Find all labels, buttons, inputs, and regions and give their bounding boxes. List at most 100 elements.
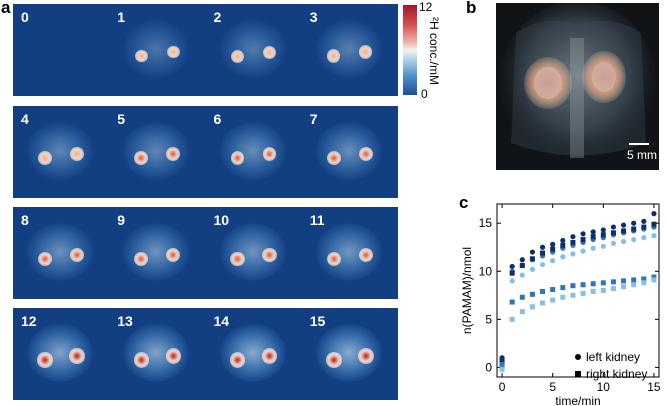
- image-frame: 2: [206, 4, 302, 96]
- data-point-right-kidney: [621, 278, 627, 284]
- data-point-right-kidney: [621, 284, 627, 290]
- data-point-left-kidney: [610, 240, 617, 247]
- frame-number-label: 15: [309, 313, 326, 329]
- right-kidney-spot: [357, 348, 374, 364]
- data-point-left-kidney: [519, 272, 525, 278]
- data-point-right-kidney: [590, 281, 596, 287]
- frame-number-label: 12: [21, 313, 37, 329]
- data-point-left-kidney: [580, 231, 586, 237]
- image-row: 8 9 10 11: [13, 207, 398, 299]
- data-point-right-kidney: [529, 256, 535, 262]
- right-kidney-spot: [358, 247, 373, 263]
- right-kidney-spot: [69, 348, 85, 364]
- image-frame: 3: [302, 4, 398, 96]
- data-point-left-kidney: [620, 238, 627, 245]
- frame-number-label: 1: [117, 9, 126, 25]
- y-tick-label: 10: [479, 264, 493, 278]
- data-point-right-kidney: [519, 294, 525, 300]
- scatter-chart: 0 5 10 15 0 5 10 15 time/min n(PAMAM)/nmol left…: [460, 203, 661, 406]
- frame-number-label: 5: [117, 111, 126, 127]
- scale-bar-label: 5 mm: [627, 148, 657, 162]
- frame-number-label: 7: [309, 111, 318, 127]
- mri-image-graphic: [496, 3, 659, 170]
- data-point-left-kidney: [539, 244, 546, 250]
- image-frame: 11: [302, 207, 398, 299]
- data-point-right-kidney: [519, 263, 525, 269]
- x-tick-label: 0: [499, 380, 506, 394]
- left-kidney-spot: [230, 251, 245, 267]
- data-point-right-kidney: [570, 292, 576, 298]
- left-kidney-spot: [134, 251, 149, 267]
- left-kidney-spot: [133, 352, 149, 368]
- data-point-right-kidney: [631, 277, 637, 283]
- left-kidney-spot: [327, 49, 341, 63]
- data-point-right-kidney: [590, 234, 596, 240]
- data-point-right-kidney: [550, 246, 556, 252]
- image-frame: 10: [206, 207, 302, 299]
- data-point-right-kidney: [529, 291, 535, 297]
- data-point-left-kidney: [550, 258, 556, 264]
- image-frame: 6: [206, 106, 302, 198]
- frame-number-label: 14: [213, 313, 230, 329]
- panel-label-a: a: [1, 0, 11, 17]
- data-point-right-kidney: [641, 276, 647, 282]
- image-row: 4 5 6 7: [13, 106, 398, 198]
- data-point-left-kidney: [539, 261, 546, 268]
- data-point-left-kidney: [550, 241, 556, 247]
- data-point-right-kidney: [580, 237, 586, 243]
- data-point-left-kidney: [570, 251, 576, 257]
- data-point-left-kidney: [509, 278, 515, 284]
- panel-label-c: c: [459, 193, 469, 212]
- data-point-left-kidney: [631, 220, 637, 226]
- scale-bar: [629, 143, 649, 145]
- data-point-left-kidney: [651, 233, 657, 239]
- data-point-left-kidney: [580, 248, 586, 254]
- data-point-left-kidney: [610, 224, 617, 230]
- data-point-left-kidney: [641, 218, 647, 224]
- data-point-right-kidney: [540, 300, 546, 306]
- signal-glow: [219, 20, 286, 78]
- data-point-right-kidney: [509, 299, 515, 305]
- data-point-left-kidney: [590, 229, 596, 235]
- image-frame: 0: [13, 4, 109, 96]
- left-kidney-spot: [325, 352, 342, 368]
- frame-number-label: 2: [213, 9, 222, 25]
- chart-legend: left kidney right kidney: [575, 350, 647, 381]
- right-kidney-spot: [69, 247, 85, 263]
- colorbar-min-label: 0: [421, 87, 428, 101]
- data-point-right-kidney: [529, 304, 535, 310]
- image-frame: 13: [109, 308, 205, 400]
- data-point-right-kidney: [580, 290, 586, 296]
- data-point-left-kidney: [560, 254, 566, 260]
- data-point-right-kidney: [509, 270, 515, 276]
- data-point-left-kidney: [600, 227, 606, 233]
- data-point-right-kidney: [509, 316, 515, 322]
- data-point-left-kidney: [570, 234, 576, 240]
- y-tick-label: 0: [485, 360, 492, 374]
- left-kidney-spot: [229, 352, 246, 368]
- data-point-left-kidney: [529, 266, 536, 272]
- right-kidney-spot: [359, 45, 373, 59]
- right-kidney-spot: [166, 147, 181, 161]
- signal-glow: [315, 20, 382, 78]
- image-frame: 15: [302, 308, 398, 400]
- image-frame: 7: [302, 106, 398, 198]
- left-kidney-spot: [326, 251, 341, 267]
- right-kidney-spot: [263, 45, 276, 59]
- data-point-right-kidney: [651, 274, 657, 280]
- data-point-right-kidney: [651, 221, 657, 227]
- data-point-right-kidney: [570, 239, 576, 245]
- frame-number-label: 9: [117, 212, 126, 228]
- right-kidney-spot: [165, 348, 181, 364]
- image-frame: 5: [109, 106, 205, 198]
- x-tick-label: 5: [549, 380, 556, 394]
- data-point-right-kidney: [499, 366, 505, 372]
- data-point-right-kidney: [610, 230, 616, 236]
- data-point-left-kidney: [529, 249, 536, 255]
- data-point-right-kidney: [499, 357, 505, 363]
- image-frame: 14: [206, 308, 302, 400]
- frame-number-label: 11: [309, 212, 325, 228]
- data-point-right-kidney: [641, 224, 647, 230]
- legend-marker-circle: [575, 354, 581, 360]
- right-kidney-spot: [262, 147, 277, 161]
